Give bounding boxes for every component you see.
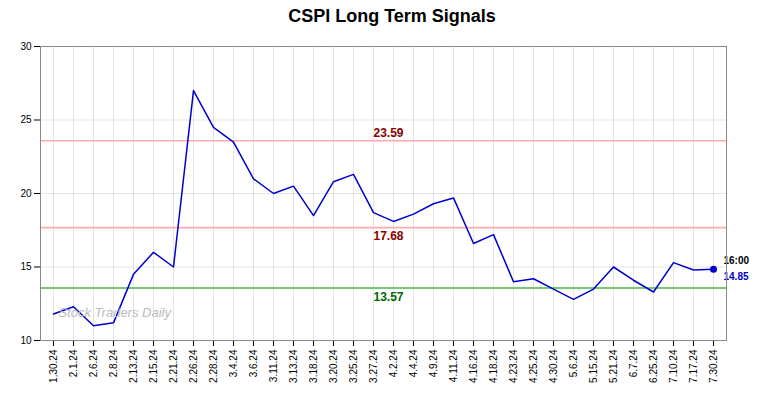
svg-text:2.1.24: 2.1.24	[68, 349, 79, 377]
svg-text:4.9.24: 4.9.24	[428, 349, 439, 377]
svg-text:7.30.24: 7.30.24	[708, 349, 719, 383]
svg-text:3.4.24: 3.4.24	[228, 349, 239, 377]
svg-text:2.15.24: 2.15.24	[148, 349, 159, 383]
svg-text:2.8.24: 2.8.24	[108, 349, 119, 377]
svg-text:6.25.24: 6.25.24	[648, 349, 659, 383]
svg-text:10: 10	[20, 335, 32, 346]
svg-text:3.27.24: 3.27.24	[368, 349, 379, 383]
svg-text:2.21.24: 2.21.24	[168, 349, 179, 383]
svg-text:3.20.24: 3.20.24	[328, 349, 339, 383]
svg-text:17.68: 17.68	[374, 229, 404, 243]
svg-text:15: 15	[20, 261, 32, 272]
svg-text:2.28.24: 2.28.24	[208, 349, 219, 383]
svg-text:30: 30	[20, 41, 32, 52]
svg-text:2.26.24: 2.26.24	[188, 349, 199, 383]
html-text:CSPI Long Term Signals: CSPI Long Term Signals	[288, 6, 496, 26]
svg-text:Stock Traders Daily: Stock Traders Daily	[59, 305, 173, 320]
svg-text:4.23.24: 4.23.24	[508, 349, 519, 383]
svg-text:3.6.24: 3.6.24	[248, 349, 259, 377]
svg-text:20: 20	[20, 188, 32, 199]
svg-text:3.18.24: 3.18.24	[308, 349, 319, 383]
svg-text:7.10.24: 7.10.24	[668, 349, 679, 383]
svg-text:2.13.24: 2.13.24	[128, 349, 139, 383]
svg-text:2.6.24: 2.6.24	[88, 349, 99, 377]
svg-text:25: 25	[20, 114, 32, 125]
svg-text:3.13.24: 3.13.24	[288, 349, 299, 383]
svg-text:5.15.24: 5.15.24	[588, 349, 599, 383]
svg-text:4.18.24: 4.18.24	[488, 349, 499, 383]
svg-text:4.2.24: 4.2.24	[388, 349, 399, 377]
svg-text:1.30.24: 1.30.24	[48, 349, 59, 383]
svg-text:13.57: 13.57	[374, 290, 404, 304]
svg-text:16:00: 16:00	[724, 255, 750, 266]
svg-text:7.17.24: 7.17.24	[688, 349, 699, 383]
svg-text:5.6.24: 5.6.24	[568, 349, 579, 377]
svg-text:4.16.24: 4.16.24	[468, 349, 479, 383]
svg-text:4.4.24: 4.4.24	[408, 349, 419, 377]
svg-text:5.21.24: 5.21.24	[608, 349, 619, 383]
svg-text:6.7.24: 6.7.24	[628, 349, 639, 377]
svg-text:3.25.24: 3.25.24	[348, 349, 359, 383]
svg-text:4.11.24: 4.11.24	[448, 349, 459, 382]
svg-text:3.11.24: 3.11.24	[268, 349, 279, 382]
svg-text:23.59: 23.59	[374, 126, 404, 140]
svg-text:4.25.24: 4.25.24	[528, 349, 539, 383]
svg-text:14.85: 14.85	[724, 271, 749, 282]
svg-text:4.30.24: 4.30.24	[548, 349, 559, 383]
